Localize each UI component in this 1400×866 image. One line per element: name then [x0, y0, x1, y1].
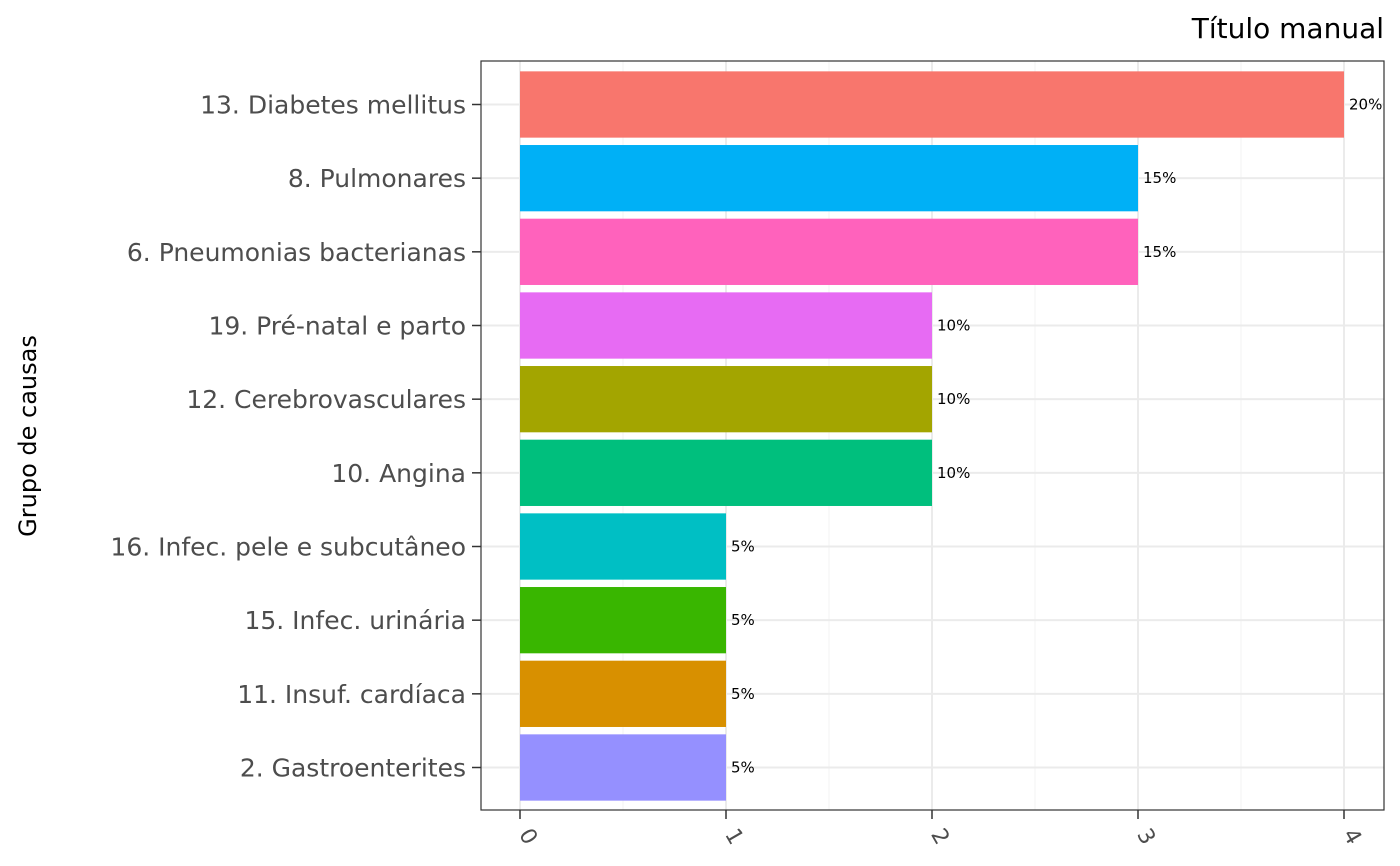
bar [520, 366, 932, 433]
bars [520, 71, 1344, 801]
y-axis-title: Grupo de causas [14, 335, 42, 537]
bar [520, 439, 932, 506]
y-category-label: 6. Pneumonias bacterianas [127, 238, 466, 267]
chart-title: Título manual [1191, 12, 1384, 45]
y-axis-categories: 13. Diabetes mellitus 8. Pulmonares 6. Pne… [110, 91, 481, 783]
data-label: 5% [731, 759, 755, 777]
data-label: 5% [731, 611, 755, 629]
data-label: 5% [731, 538, 755, 556]
data-label: 10% [937, 317, 970, 335]
data-label: 15% [1143, 169, 1176, 187]
bar [520, 292, 932, 359]
bar [520, 218, 1138, 285]
data-label: 5% [731, 685, 755, 703]
y-category-label: 15. Infec. urinária [244, 606, 466, 635]
data-labels: 20% 15% 15% 10% 10% 10% 5% 5% 5% 5% [731, 96, 1382, 777]
data-label: 10% [937, 390, 970, 408]
x-tick-label: 2 [925, 824, 954, 849]
data-label: 15% [1143, 243, 1176, 261]
bar [520, 587, 726, 654]
bar [520, 734, 726, 801]
bar [520, 660, 726, 727]
bar [520, 513, 726, 580]
data-label: 20% [1349, 96, 1382, 114]
x-tick-label: 3 [1131, 824, 1160, 849]
x-tick-label: 0 [513, 824, 542, 849]
x-axis-ticks: 0 1 2 3 4 [513, 810, 1366, 849]
y-category-label: 8. Pulmonares [288, 164, 466, 193]
y-category-label: 16. Infec. pele e subcutâneo [110, 533, 466, 562]
bar [520, 145, 1138, 212]
y-category-label: 19. Pré-natal e parto [208, 312, 466, 341]
data-label: 10% [937, 464, 970, 482]
y-category-label: 10. Angina [331, 459, 466, 488]
y-category-label: 12. Cerebrovasculares [186, 385, 466, 414]
y-category-label: 11. Insuf. cardíaca [237, 680, 466, 709]
x-tick-label: 4 [1337, 824, 1366, 849]
y-category-label: 13. Diabetes mellitus [200, 91, 466, 120]
y-category-label: 2. Gastroenterites [240, 754, 466, 783]
x-tick-label: 1 [719, 824, 748, 849]
bar [520, 71, 1344, 138]
